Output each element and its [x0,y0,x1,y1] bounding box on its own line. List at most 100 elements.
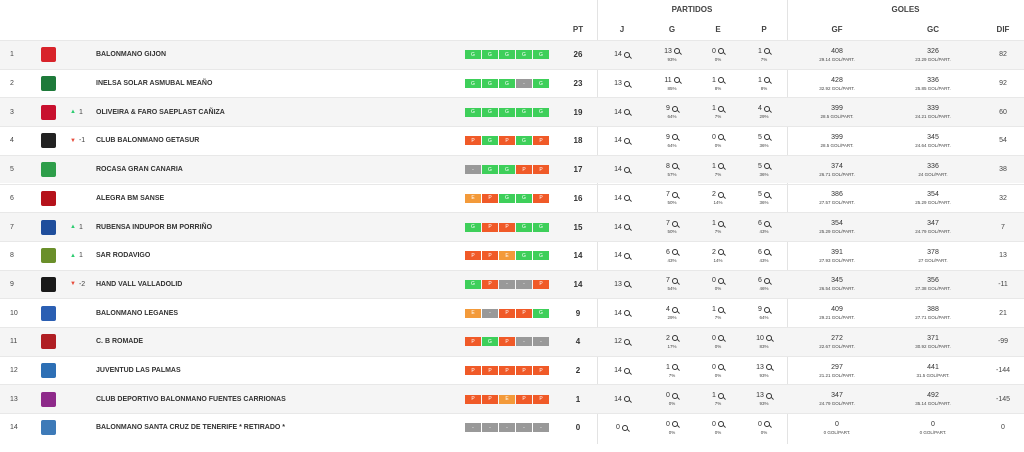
search-icon[interactable] [671,277,678,284]
won-value-wrap[interactable]: 0 [666,392,678,399]
form-result-badge[interactable]: - [482,423,498,433]
search-icon[interactable] [671,306,678,313]
header-j[interactable]: J [619,24,625,34]
table-row[interactable]: 11 C. B ROMADE P G P - -4 12 2 17% 0 0% 10 83% 272 22.6… [0,327,1024,356]
lost-value-wrap[interactable]: 10 [756,335,772,342]
won-value-wrap[interactable]: 8 [666,163,678,170]
search-icon[interactable] [763,220,770,227]
search-icon[interactable] [763,306,770,313]
search-icon[interactable] [717,277,724,284]
played-value-wrap[interactable]: 12 [614,338,630,345]
form-result-badge[interactable]: G [499,50,515,60]
form-result-badge[interactable]: G [482,50,498,60]
table-row[interactable]: 3 ▲ 1 OLIVEIRA & FARO SAEPLAST CAÑIZA G G G G G 1… [0,97,1024,127]
table-row[interactable]: 4 ▼ -1 CLUB BALONMANO GETASUR P G P G P 18 14 9 64% 0… [0,126,1024,155]
search-icon[interactable] [763,277,770,284]
table-row[interactable]: 8 ▲ 1 SAR RODAVIGO P P E G G 14 14 6 43% 2 14% 6 43% 391 2… [0,240,1024,270]
lost-value-wrap[interactable]: 6 [758,220,770,227]
search-icon[interactable] [671,105,678,112]
search-icon[interactable] [763,105,770,112]
drawn-value-wrap[interactable]: 1 [712,77,724,84]
form-result-badge[interactable]: G [516,222,532,232]
form-result-badge[interactable]: G [465,79,481,89]
search-icon[interactable] [765,364,772,371]
form-result-badge[interactable]: - [465,423,481,433]
form-result-badge[interactable]: P [499,222,515,232]
form-result-badge[interactable]: - [533,423,549,433]
lost-value-wrap[interactable]: 13 [756,364,772,371]
won-value-wrap[interactable]: 11 [664,77,680,84]
form-result-badge[interactable]: E [499,394,515,404]
team-name[interactable]: BALONMANO LEGANES [96,309,179,317]
form-result-badge[interactable]: P [499,308,515,318]
form-result-badge[interactable]: P [482,279,498,289]
drawn-value-wrap[interactable]: 1 [712,163,724,170]
form-result-badge[interactable]: P [499,136,515,146]
header-pt[interactable]: PT [572,24,584,34]
table-row[interactable]: 9 ▼ -2 HAND VALL VALLADOLID G P - - P 14 13 7 54% 0 0%… [0,269,1024,299]
lost-value-wrap[interactable]: 1 [758,77,770,84]
lost-value-wrap[interactable]: 6 [758,249,770,256]
form-result-badge[interactable]: - [499,279,515,289]
header-gf[interactable]: GF [831,24,843,34]
table-row[interactable]: 7 ▲ 1 RUBENSA INDUPOR BM PORRIÑO G P P G G 15 14 7 5… [0,212,1024,241]
search-icon[interactable] [717,134,724,141]
search-icon[interactable] [671,134,678,141]
search-icon[interactable] [671,335,678,342]
played-value-wrap[interactable]: 14 [614,51,630,58]
search-icon[interactable] [763,77,770,84]
search-icon[interactable] [623,137,630,144]
form-result-badge[interactable]: - [533,337,549,347]
table-row[interactable]: 10 BALONMANO LEGANES E - P P G 9 14 4 29% 1 7% 9 64% 40… [0,298,1024,327]
search-icon[interactable] [763,163,770,170]
form-result-badge[interactable]: G [533,251,549,261]
search-icon[interactable] [623,310,630,317]
form-result-badge[interactable]: P [465,251,481,261]
search-icon[interactable] [623,252,630,259]
form-result-badge[interactable]: P [482,251,498,261]
form-result-badge[interactable]: P [499,337,515,347]
form-result-badge[interactable]: - [516,79,532,89]
played-value-wrap[interactable]: 14 [614,224,630,231]
form-result-badge[interactable]: - [516,337,532,347]
form-result-badge[interactable]: P [516,165,532,175]
lost-value-wrap[interactable]: 5 [758,191,770,198]
form-result-badge[interactable]: G [516,193,532,203]
won-value-wrap[interactable]: 0 [666,421,678,428]
team-name[interactable]: ROCASA GRAN CANARIA [96,166,183,174]
form-result-badge[interactable]: P [533,366,549,376]
search-icon[interactable] [717,105,724,112]
search-icon[interactable] [763,421,770,428]
search-icon[interactable] [717,48,724,55]
played-value-wrap[interactable]: 14 [614,137,630,144]
form-result-badge[interactable]: G [499,165,515,175]
drawn-value-wrap[interactable]: 2 [712,249,724,256]
form-result-badge[interactable]: P [516,366,532,376]
drawn-value-wrap[interactable]: 0 [712,364,724,371]
won-value-wrap[interactable]: 7 [666,277,678,284]
search-icon[interactable] [673,77,680,84]
played-value-wrap[interactable]: 14 [614,252,630,259]
header-p[interactable]: P [761,24,767,34]
drawn-value-wrap[interactable]: 1 [712,306,724,313]
form-result-badge[interactable]: P [465,337,481,347]
drawn-value-wrap[interactable]: 0 [712,277,724,284]
form-result-badge[interactable]: P [533,193,549,203]
form-result-badge[interactable]: G [499,193,515,203]
form-result-badge[interactable]: P [482,222,498,232]
table-row[interactable]: 14 BALONMANO SANTA CRUZ DE TENERIFE * RET… [0,413,1024,442]
form-result-badge[interactable]: G [499,79,515,89]
lost-value-wrap[interactable]: 9 [758,306,770,313]
won-value-wrap[interactable]: 7 [666,220,678,227]
table-row[interactable]: 13 CLUB DEPORTIVO BALONMANO FUENTES CARRI… [0,384,1024,414]
form-result-badge[interactable]: G [482,165,498,175]
team-name[interactable]: ALEGRA BM SANSE [96,194,165,202]
form-result-badge[interactable]: E [465,308,481,318]
table-row[interactable]: 5 ROCASA GRAN CANARIA - G G P P 17 14 8 57% 1 7% 5 36%… [0,154,1024,184]
drawn-value-wrap[interactable]: 1 [712,105,724,112]
form-result-badge[interactable]: P [516,394,532,404]
won-value-wrap[interactable]: 6 [666,249,678,256]
lost-value-wrap[interactable]: 5 [758,134,770,141]
form-result-badge[interactable]: G [465,107,481,117]
form-result-badge[interactable]: G [482,107,498,117]
